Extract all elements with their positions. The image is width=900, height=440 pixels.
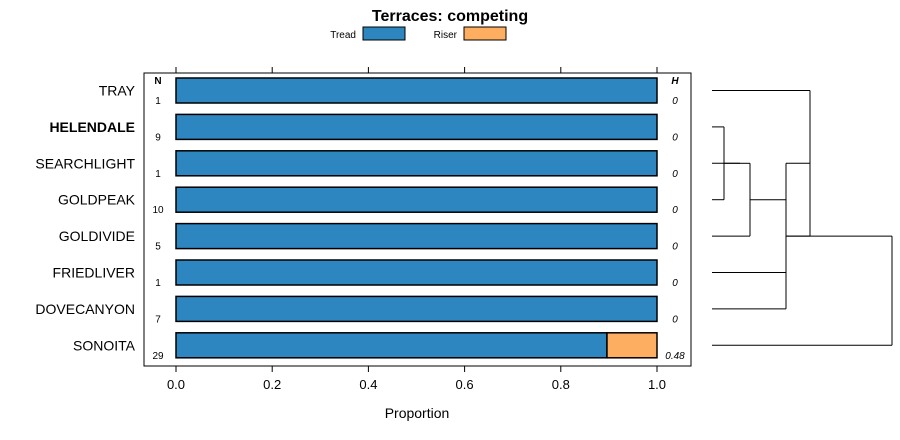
bar-row-sonoita [175,332,658,359]
bar-tread [175,332,608,359]
row-label: TRAY [99,83,136,99]
h-value: 0 [672,314,678,325]
n-value: 1 [155,278,161,289]
bar-row-goldivide [175,222,658,250]
row-label: SONOITA [73,337,136,353]
x-axis-label: Proportion [385,405,450,421]
bar-riser [606,332,658,359]
x-tick-label: 0.4 [359,377,377,392]
n-value: 7 [155,314,161,325]
bar-row-friedliver [175,259,658,286]
legend: Tread Riser [330,26,507,41]
n-value: 10 [152,205,164,216]
bar-row-tray [175,77,658,104]
bar-tread [175,222,658,250]
h-value: 0 [672,242,678,253]
row-label: DOVECANYON [35,301,135,317]
x-tick-label: 0.0 [167,377,185,392]
row-label: SEARCHLIGHT [35,155,135,171]
bar-tread [175,77,658,104]
bars [175,77,658,359]
h-value: 0 [672,132,678,143]
n-value: 29 [152,351,164,362]
bar-tread [175,113,658,141]
n-column-header: N [154,76,161,87]
h-value: 0.48 [665,351,685,362]
legend-label-riser: Riser [434,30,458,41]
plot-panel [143,72,692,367]
bar-row-goldpeak [175,186,658,213]
n-value: 1 [155,96,161,107]
x-tick-label: 1.0 [648,377,666,392]
x-axis: 0.0 0.2 0.4 0.6 0.8 1.0 [167,67,666,392]
legend-swatch-tread [362,26,406,41]
row-label: HELENDALE [49,119,135,135]
chart-title: Terraces: competing [372,8,528,25]
n-value: 9 [155,132,161,143]
bar-tread [175,295,658,323]
legend-swatch-riser [463,26,507,41]
h-value: 0 [672,96,678,107]
bar-tread [175,259,658,286]
bar-row-dovecanyon [175,295,658,323]
bar-tread [175,150,658,177]
bar-row-searchlight [175,150,658,177]
h-value: 0 [672,278,678,289]
row-label: FRIEDLIVER [53,265,135,281]
h-value: 0 [672,205,678,216]
dendrogram [712,90,893,346]
h-value: 0 [672,169,678,180]
bar-tread [175,186,658,213]
bar-row-helendale [175,113,658,141]
row-label: GOLDPEAK [58,192,136,208]
x-tick-label: 0.6 [456,377,474,392]
n-value: 5 [155,242,161,253]
legend-label-tread: Tread [330,30,356,41]
n-value: 1 [155,169,161,180]
x-tick-label: 0.8 [552,377,570,392]
row-label: GOLDIVIDE [59,228,135,244]
h-column-header: H [671,76,679,87]
x-tick-label: 0.2 [263,377,281,392]
